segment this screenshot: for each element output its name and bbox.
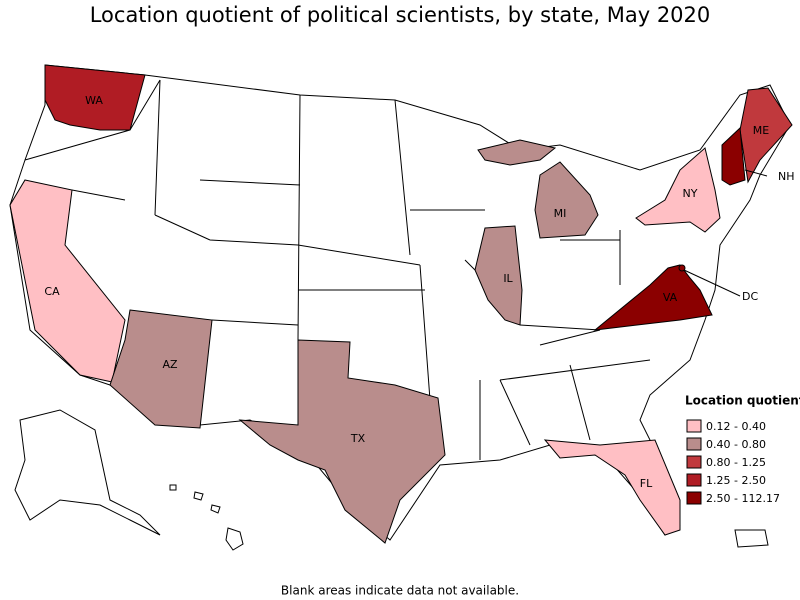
state-label: ME: [753, 124, 769, 137]
state-shape: [678, 264, 686, 272]
state-label: NH: [778, 170, 795, 183]
state-label: NY: [683, 187, 698, 200]
state-shape: [739, 87, 793, 184]
state-label: AZ: [162, 358, 178, 371]
legend-title: Location quotient: [685, 394, 800, 408]
legend-swatch: [686, 437, 702, 451]
legend-label: 1.25 - 2.50: [706, 474, 766, 487]
legend-swatch: [686, 491, 702, 505]
legend: 0.12 - 0.40 0.40 - 0.80 0.80 - 1.25 1.25 - …: [686, 419, 780, 505]
legend-swatch: [686, 455, 702, 469]
state-label: VA: [663, 291, 678, 304]
state-shape: [534, 161, 599, 239]
legend-label: 2.50 - 112.17: [706, 492, 780, 505]
state-shape: [238, 339, 446, 544]
state-label: DC: [742, 290, 758, 303]
state-shape: [474, 225, 523, 326]
leader-line: [683, 269, 741, 297]
state-label: CA: [44, 285, 60, 298]
state-label: FL: [640, 477, 653, 490]
legend-swatch: [686, 419, 702, 433]
legend-swatch: [686, 473, 702, 487]
state-shape: [593, 264, 713, 331]
state-label: WA: [85, 94, 103, 107]
footnote: Blank areas indicate data not available.: [281, 584, 519, 598]
state-layer: CA NY FL AZ TX IL MI ME WA VA NH DC: [9, 64, 795, 544]
map-title: Location quotient of political scientist…: [90, 3, 711, 27]
state-shape: [477, 139, 557, 166]
state-shape: [721, 126, 746, 186]
leader-line: [744, 169, 768, 177]
state-label: MI: [554, 207, 567, 220]
state-shape: [543, 439, 681, 536]
hawaii: [169, 484, 244, 551]
legend-label: 0.80 - 1.25: [706, 456, 766, 469]
state-label: IL: [503, 272, 513, 285]
state-shape: [635, 147, 721, 233]
alaska: [14, 409, 161, 536]
legend-label: 0.12 - 0.40: [706, 420, 766, 433]
base-map: [9, 64, 791, 551]
puerto-rico: [734, 529, 769, 548]
legend-label: 0.40 - 0.80: [706, 438, 766, 451]
state-label: TX: [350, 432, 366, 445]
state-shape: [109, 309, 213, 429]
state-shape: [44, 64, 146, 131]
